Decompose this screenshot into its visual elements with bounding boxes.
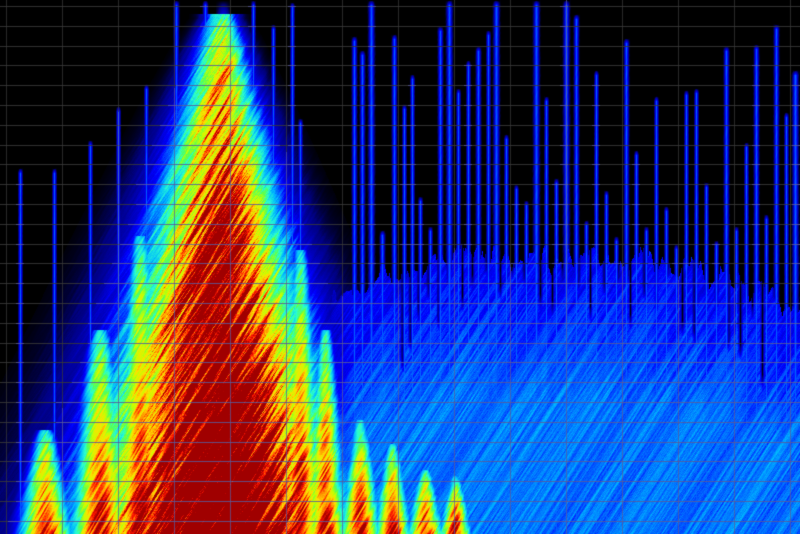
spectrum-heatmap-canvas xyxy=(0,0,800,534)
spectrum-persistence-display[interactable] xyxy=(0,0,800,534)
